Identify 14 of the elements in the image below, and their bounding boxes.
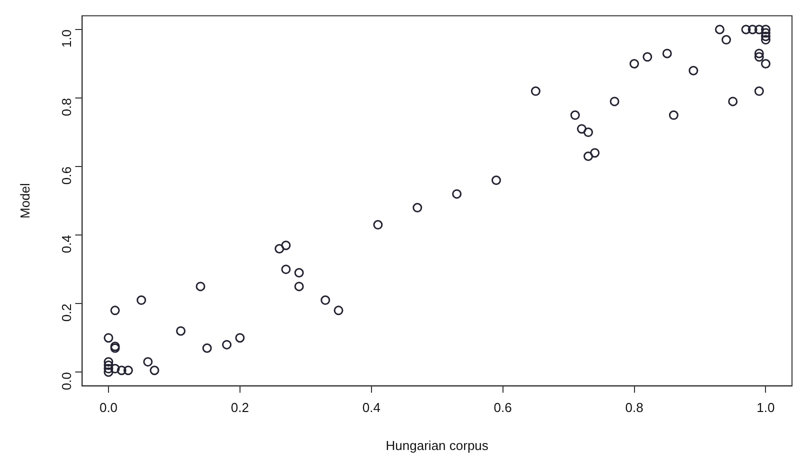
y-tick-label: 0.8 [58, 98, 74, 116]
y-tick-label: 0.4 [58, 235, 74, 254]
x-tick-label: 0.2 [230, 400, 249, 416]
y-tick-label: 0.6 [58, 166, 74, 185]
y-tick-label: 0.2 [58, 304, 74, 322]
x-axis-title: Hungarian corpus [386, 438, 489, 453]
x-tick-label: 1.0 [756, 400, 775, 416]
y-tick-label: 0.0 [58, 372, 74, 390]
x-tick-label: 0.0 [99, 400, 118, 416]
x-tick-label: 0.6 [494, 400, 512, 416]
x-tick-label: 0.8 [625, 400, 644, 416]
x-tick-label: 0.4 [362, 400, 380, 416]
y-axis-title: Model [17, 182, 32, 219]
y-tick-label: 1.0 [58, 30, 74, 48]
